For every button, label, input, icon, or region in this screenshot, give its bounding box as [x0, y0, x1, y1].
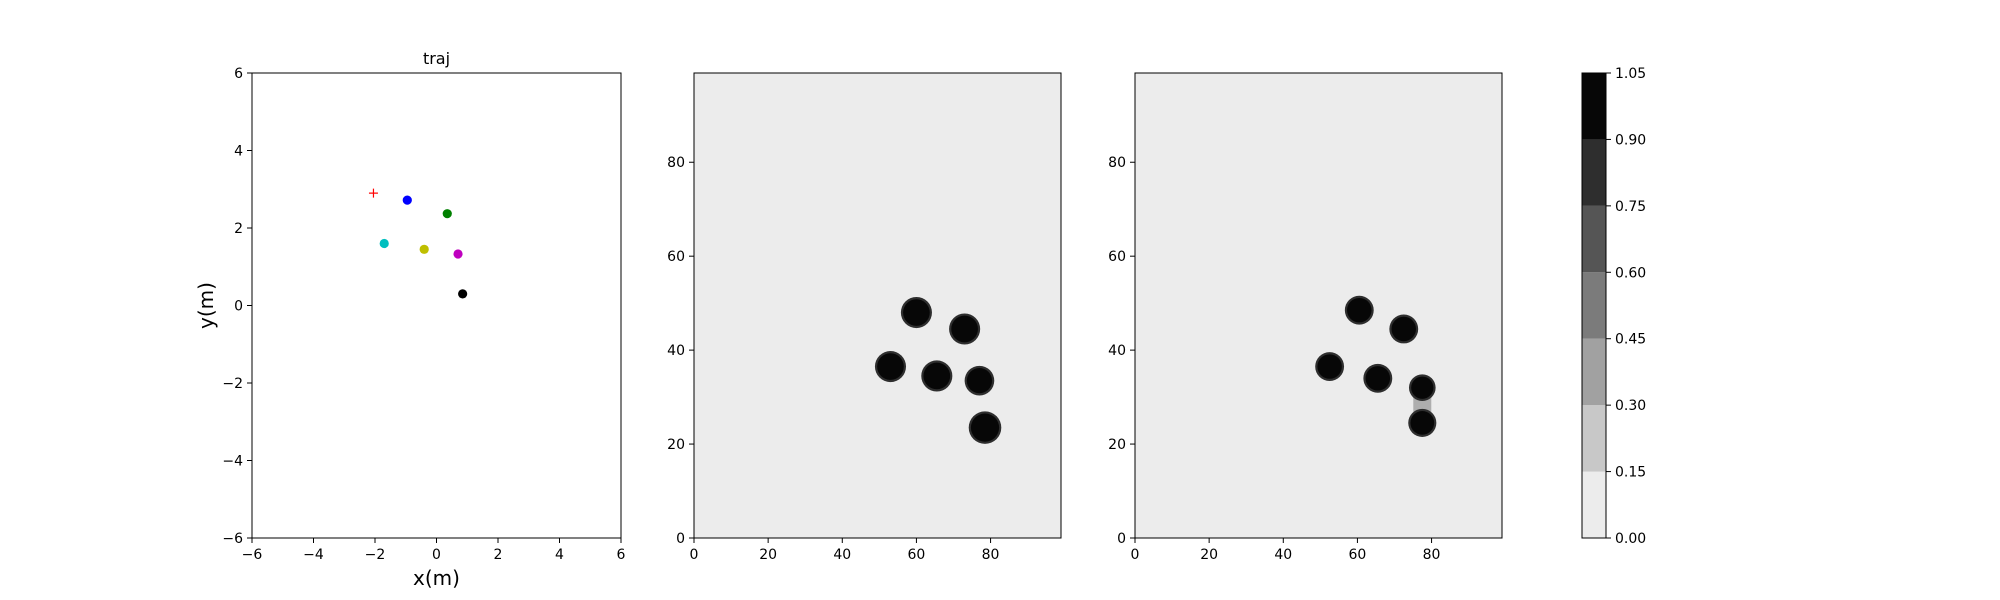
heatmap-blob — [1365, 366, 1391, 391]
heatmap-1-xtick-label: 60 — [908, 547, 926, 563]
heatmap-2-xtick-label: 0 — [1131, 547, 1140, 563]
heatmap-blob — [1391, 316, 1416, 342]
scatter-xlabel: x(m) — [413, 566, 460, 590]
colorbar-tick-label: 0.15 — [1615, 465, 1646, 481]
heatmap-2-ytick-label: 0 — [1117, 531, 1126, 547]
heatmap-1-xtick-label: 0 — [690, 547, 699, 563]
scatter-xtick-label: −6 — [242, 547, 263, 563]
heatmap-1-axes: 0 20 40 60 80 0 20 40 60 80 — [667, 72, 1062, 563]
scatter-xtick-label: 2 — [494, 547, 503, 563]
heatmap-blob — [1411, 376, 1434, 399]
heatmap-blob — [951, 315, 978, 343]
scatter-xtick-label: 6 — [617, 547, 626, 563]
colorbar-tick-label: 0.90 — [1615, 132, 1646, 148]
scatter-xtick-label: 0 — [432, 547, 441, 563]
heatmap-2-xtick-label: 60 — [1349, 547, 1367, 563]
heatmap-1-xtick-label: 80 — [982, 547, 1000, 563]
colorbar-frame — [1581, 72, 1607, 539]
colorbar: 0.00 0.15 0.30 0.45 0.60 0.75 0.90 1.05 — [1581, 66, 1646, 547]
heatmap-1-ytick-label: 60 — [667, 249, 685, 265]
heatmap-blob — [903, 299, 930, 326]
heatmap-2-ytick-label: 60 — [1108, 249, 1126, 265]
colorbar-segment — [1582, 139, 1606, 206]
heatmap-2-axes: 0 20 40 60 80 0 20 40 60 80 — [1108, 72, 1503, 563]
scatter-plot-area — [252, 73, 621, 538]
colorbar-segment — [1582, 405, 1606, 472]
scatter-point — [419, 244, 429, 254]
heatmap-blob — [966, 368, 993, 394]
scatter-xtick-label: −2 — [365, 547, 386, 563]
colorbar-segment — [1582, 272, 1606, 339]
scatter-axes: −6 −4 −2 0 2 4 6 −6 −4 −2 0 2 4 6 traj x(m) y(m) — [194, 49, 626, 590]
scatter-ylabel: y(m) — [194, 282, 218, 329]
colorbar-tick-label: 0.45 — [1615, 332, 1646, 348]
heatmap-1-ytick-label: 40 — [667, 343, 685, 359]
colorbar-segment — [1582, 205, 1606, 273]
heatmap-1-xtick-label: 40 — [833, 547, 851, 563]
heatmap-2-xtick-label: 20 — [1200, 547, 1218, 563]
heatmap-2-ytick-label: 80 — [1108, 155, 1126, 171]
heatmap-1-ytick-label: 0 — [676, 531, 685, 547]
scatter-point-plus — [368, 188, 378, 198]
heatmap-1-ytick-label: 20 — [667, 437, 685, 453]
colorbar-segment — [1582, 338, 1606, 406]
scatter-point — [402, 195, 412, 205]
scatter-ytick-label: −6 — [222, 531, 243, 547]
scatter-ytick-label: −4 — [222, 454, 243, 470]
scatter-ytick-label: 4 — [234, 144, 243, 160]
scatter-xtick-label: −4 — [303, 547, 324, 563]
heatmap-blob — [1347, 297, 1372, 323]
heatmap-blob — [923, 362, 951, 390]
heatmap-1-xtick-label: 20 — [759, 547, 777, 563]
scatter-xtick-label: 4 — [555, 547, 564, 563]
heatmap-background — [1135, 73, 1502, 538]
scatter-frame — [251, 72, 622, 539]
colorbar-segment — [1582, 471, 1606, 538]
scatter-point — [379, 238, 389, 249]
heatmap-2-xtick-label: 80 — [1423, 547, 1441, 563]
heatmap-1-ytick-label: 80 — [667, 155, 685, 171]
heatmap-blob — [877, 353, 904, 380]
heatmap-2-ytick-label: 40 — [1108, 343, 1126, 359]
heatmap-background — [694, 73, 1061, 538]
colorbar-tick-label: 1.05 — [1615, 66, 1646, 82]
scatter-point — [458, 289, 468, 299]
colorbar-tick-label: 0.00 — [1615, 531, 1646, 547]
scatter-ytick-label: −2 — [222, 376, 243, 392]
scatter-ytick-label: 6 — [234, 66, 243, 82]
scatter-title: traj — [423, 49, 450, 68]
colorbar-segment — [1582, 73, 1606, 140]
heatmap-2-ytick-label: 20 — [1108, 437, 1126, 453]
heatmap-blob — [1410, 411, 1435, 435]
colorbar-tick-label: 0.60 — [1615, 265, 1646, 281]
colorbar-tick-label: 0.75 — [1615, 199, 1646, 215]
scatter-point — [442, 209, 452, 219]
colorbar-tick-label: 0.30 — [1615, 398, 1646, 414]
scatter-point — [453, 249, 463, 259]
scatter-ytick-label: 2 — [234, 221, 243, 237]
heatmap-blob — [970, 413, 1000, 442]
heatmap-blob — [1317, 354, 1342, 379]
scatter-ytick-label: 0 — [234, 299, 243, 315]
heatmap-2-xtick-label: 40 — [1274, 547, 1292, 563]
heatmap-frame — [693, 72, 1062, 539]
heatmap-frame — [1134, 72, 1503, 539]
